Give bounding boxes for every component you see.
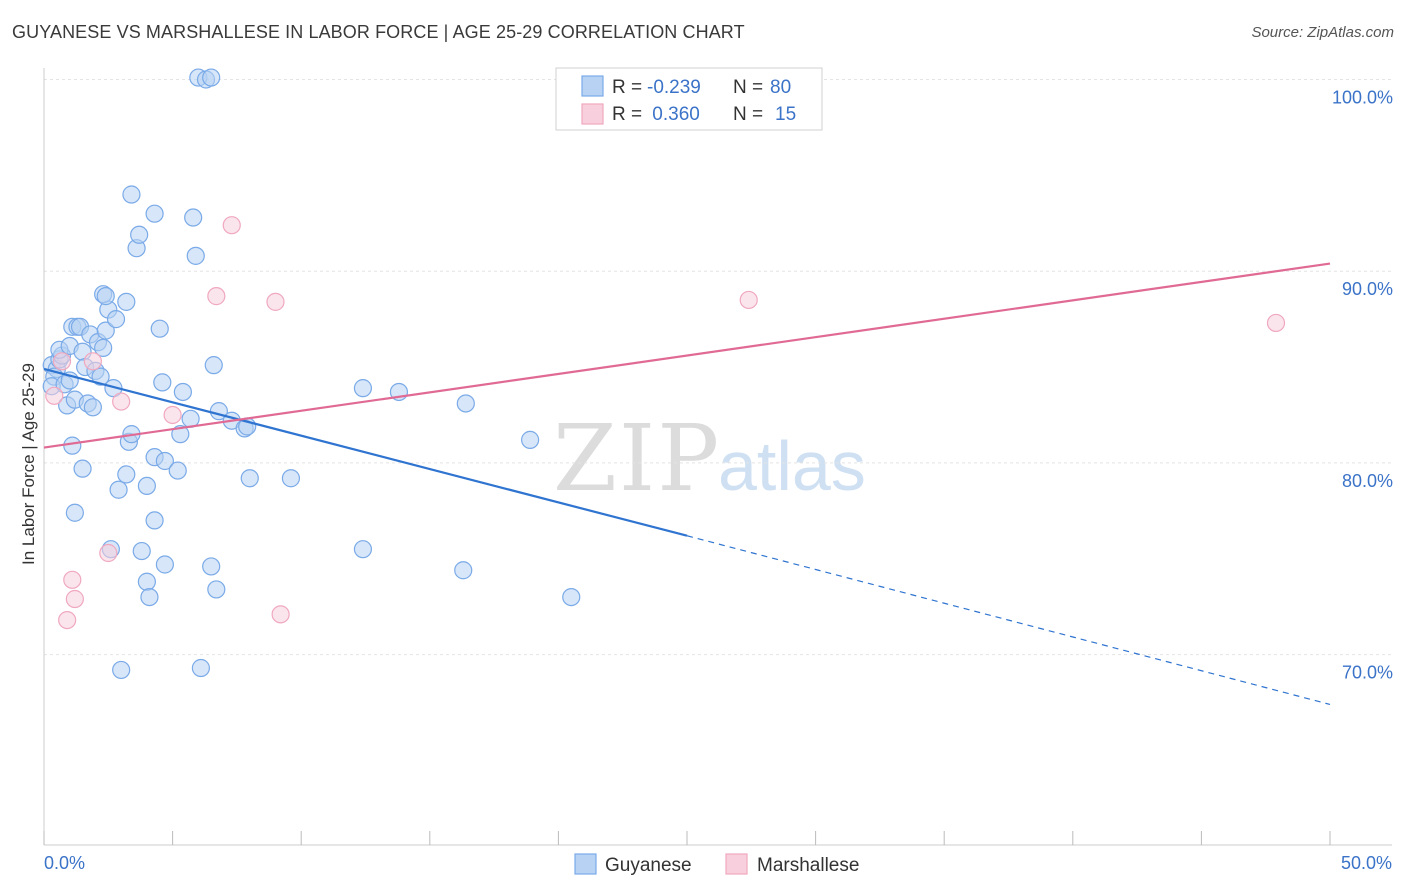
- marshallese-point-4: [99, 543, 118, 563]
- legend-swatch-guyanese: [581, 75, 604, 97]
- guyanese-point-57: [168, 461, 187, 480]
- marshallese-point-5: [63, 570, 82, 589]
- legend-n-value-marshallese: 15: [775, 104, 796, 125]
- guyanese-point-75: [521, 430, 540, 449]
- guyanese-point-62: [65, 503, 84, 522]
- marshallese-point-8: [207, 287, 226, 306]
- guyanese-point-50: [73, 459, 92, 478]
- guyanese-point-61: [145, 511, 164, 530]
- guyanese-point-54: [109, 480, 128, 499]
- guyanese-point-43: [204, 356, 223, 375]
- legend-n-label-marshallese: N =: [733, 104, 763, 125]
- correlation-legend: R = -0.239 N = 80 R = 0.360 N = 15: [555, 67, 823, 131]
- guyanese-point-70: [112, 660, 131, 680]
- guyanese-point-49: [63, 436, 82, 455]
- legend-r-value-guyanese: -0.239: [647, 77, 701, 98]
- guyanese-point-47: [240, 469, 259, 488]
- series-marshallese-points: [45, 216, 1286, 630]
- legend-r-label-marshallese: R =: [612, 104, 642, 125]
- guyanese-point-34: [145, 204, 164, 223]
- watermark-zip: ZIP: [553, 405, 721, 512]
- marshallese-point-10: [222, 216, 241, 235]
- marshallese-point-9: [266, 292, 285, 311]
- marshallese-point-14: [163, 405, 182, 425]
- axes: [43, 68, 1392, 846]
- guyanese-point-56: [155, 451, 174, 471]
- guyanese-point-59: [171, 425, 190, 444]
- series-guyanese-points: [42, 68, 581, 680]
- guyanese-point-36: [153, 373, 172, 392]
- x-ticks: [43, 831, 1331, 845]
- guyanese-point-38: [184, 208, 203, 227]
- marshallese-point-7: [58, 610, 77, 630]
- bottom-legend-label-marshallese: Marshallese: [757, 855, 859, 876]
- guyanese-point-33: [130, 225, 149, 244]
- marshallese-point-13: [1266, 313, 1286, 333]
- y-axis-title: In Labor Force | Age 25-29: [19, 363, 38, 565]
- watermark-atlas: atlas: [718, 427, 866, 505]
- guyanese-trend-extension: [686, 535, 1331, 706]
- legend-r-label-guyanese: R =: [612, 77, 642, 98]
- legend-swatch-marshallese: [581, 103, 604, 125]
- y-tick-label-2: 80.0%: [1342, 471, 1393, 491]
- y-tick-label-3: 70.0%: [1342, 663, 1393, 683]
- guyanese-point-77: [454, 561, 473, 580]
- guyanese-point-67: [140, 587, 159, 607]
- y-tick-label-1: 90.0%: [1342, 279, 1393, 299]
- guyanese-point-48: [281, 469, 301, 488]
- guyanese-point-53: [117, 465, 136, 484]
- marshallese-point-2: [83, 352, 102, 371]
- guyanese-point-74: [456, 394, 475, 413]
- grid: [44, 79, 1392, 656]
- guyanese-point-37: [173, 382, 192, 402]
- guyanese-point-64: [132, 541, 151, 561]
- marshallese-point-0: [45, 386, 64, 405]
- guyanese-point-39: [186, 246, 205, 265]
- guyanese-point-65: [155, 555, 174, 574]
- bottom-legend-label-guyanese: Guyanese: [605, 855, 692, 876]
- guyanese-point-28: [106, 310, 126, 329]
- chart-title: GUYANESE VS MARSHALLESE IN LABOR FORCE |…: [12, 22, 745, 42]
- guyanese-point-31: [122, 185, 141, 204]
- x-tick-label-right: 50.0%: [1341, 853, 1392, 873]
- legend-n-label-guyanese: N =: [733, 77, 763, 98]
- marshallese-point-12: [739, 290, 758, 310]
- marshallese-trend-line: [43, 262, 1331, 449]
- marshallese-point-11: [271, 605, 290, 624]
- chart-source: Source: ZipAtlas.com: [1251, 24, 1394, 41]
- guyanese-point-76: [353, 540, 373, 559]
- guyanese-point-42: [202, 68, 221, 87]
- guyanese-point-66: [137, 572, 156, 591]
- bottom-legend-swatch-marshallese: [725, 853, 748, 875]
- x-tick-label-left: 0.0%: [44, 853, 85, 873]
- guyanese-point-22: [94, 338, 113, 357]
- guyanese-point-35: [150, 319, 169, 338]
- guyanese-point-72: [353, 379, 373, 398]
- guyanese-point-68: [202, 557, 221, 576]
- guyanese-point-58: [137, 476, 156, 496]
- guyanese-point-71: [191, 658, 210, 678]
- guyanese-trend-line: [43, 367, 688, 537]
- guyanese-point-29: [117, 292, 136, 311]
- y-tick-label-0: 100.0%: [1332, 88, 1393, 108]
- y-tick-labels: 100.0% 90.0% 80.0% 70.0%: [1332, 88, 1393, 683]
- marshallese-point-6: [65, 589, 84, 609]
- trend-lines: [43, 262, 1331, 706]
- guyanese-point-24: [91, 367, 110, 386]
- series-legend: Guyanese Marshallese: [574, 853, 859, 876]
- guyanese-point-27: [96, 287, 115, 306]
- guyanese-point-23: [96, 321, 115, 340]
- legend-n-value-guyanese: 80: [770, 77, 791, 98]
- marshallese-point-1: [52, 352, 72, 371]
- bottom-legend-swatch-guyanese: [574, 853, 597, 875]
- watermark: ZIP atlas: [553, 405, 866, 512]
- marshallese-point-3: [112, 392, 131, 411]
- guyanese-point-78: [562, 587, 581, 607]
- legend-r-value-marshallese: 0.360: [647, 104, 700, 125]
- guyanese-point-69: [207, 580, 226, 599]
- guyanese-point-19: [83, 398, 102, 417]
